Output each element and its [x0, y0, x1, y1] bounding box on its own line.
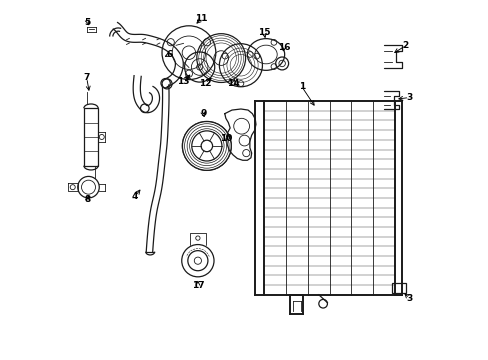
Text: 4: 4: [132, 192, 138, 201]
Text: 13: 13: [177, 77, 189, 86]
Text: 16: 16: [277, 43, 289, 52]
Text: 9: 9: [200, 109, 206, 118]
Text: 8: 8: [84, 195, 90, 204]
Text: 3: 3: [406, 93, 412, 102]
Text: 7: 7: [83, 73, 90, 82]
Text: 3: 3: [406, 294, 412, 303]
Text: 12: 12: [199, 79, 211, 88]
Text: 17: 17: [191, 281, 204, 290]
Text: 5: 5: [84, 18, 91, 27]
Text: 6: 6: [166, 50, 172, 59]
Text: 14: 14: [227, 79, 240, 88]
Text: 10: 10: [220, 134, 232, 143]
Text: 11: 11: [195, 14, 207, 23]
Bar: [391, 283, 405, 293]
Text: 1: 1: [298, 82, 305, 91]
Text: 15: 15: [258, 28, 270, 37]
Bar: [83, 108, 98, 166]
Text: 2: 2: [402, 41, 408, 50]
